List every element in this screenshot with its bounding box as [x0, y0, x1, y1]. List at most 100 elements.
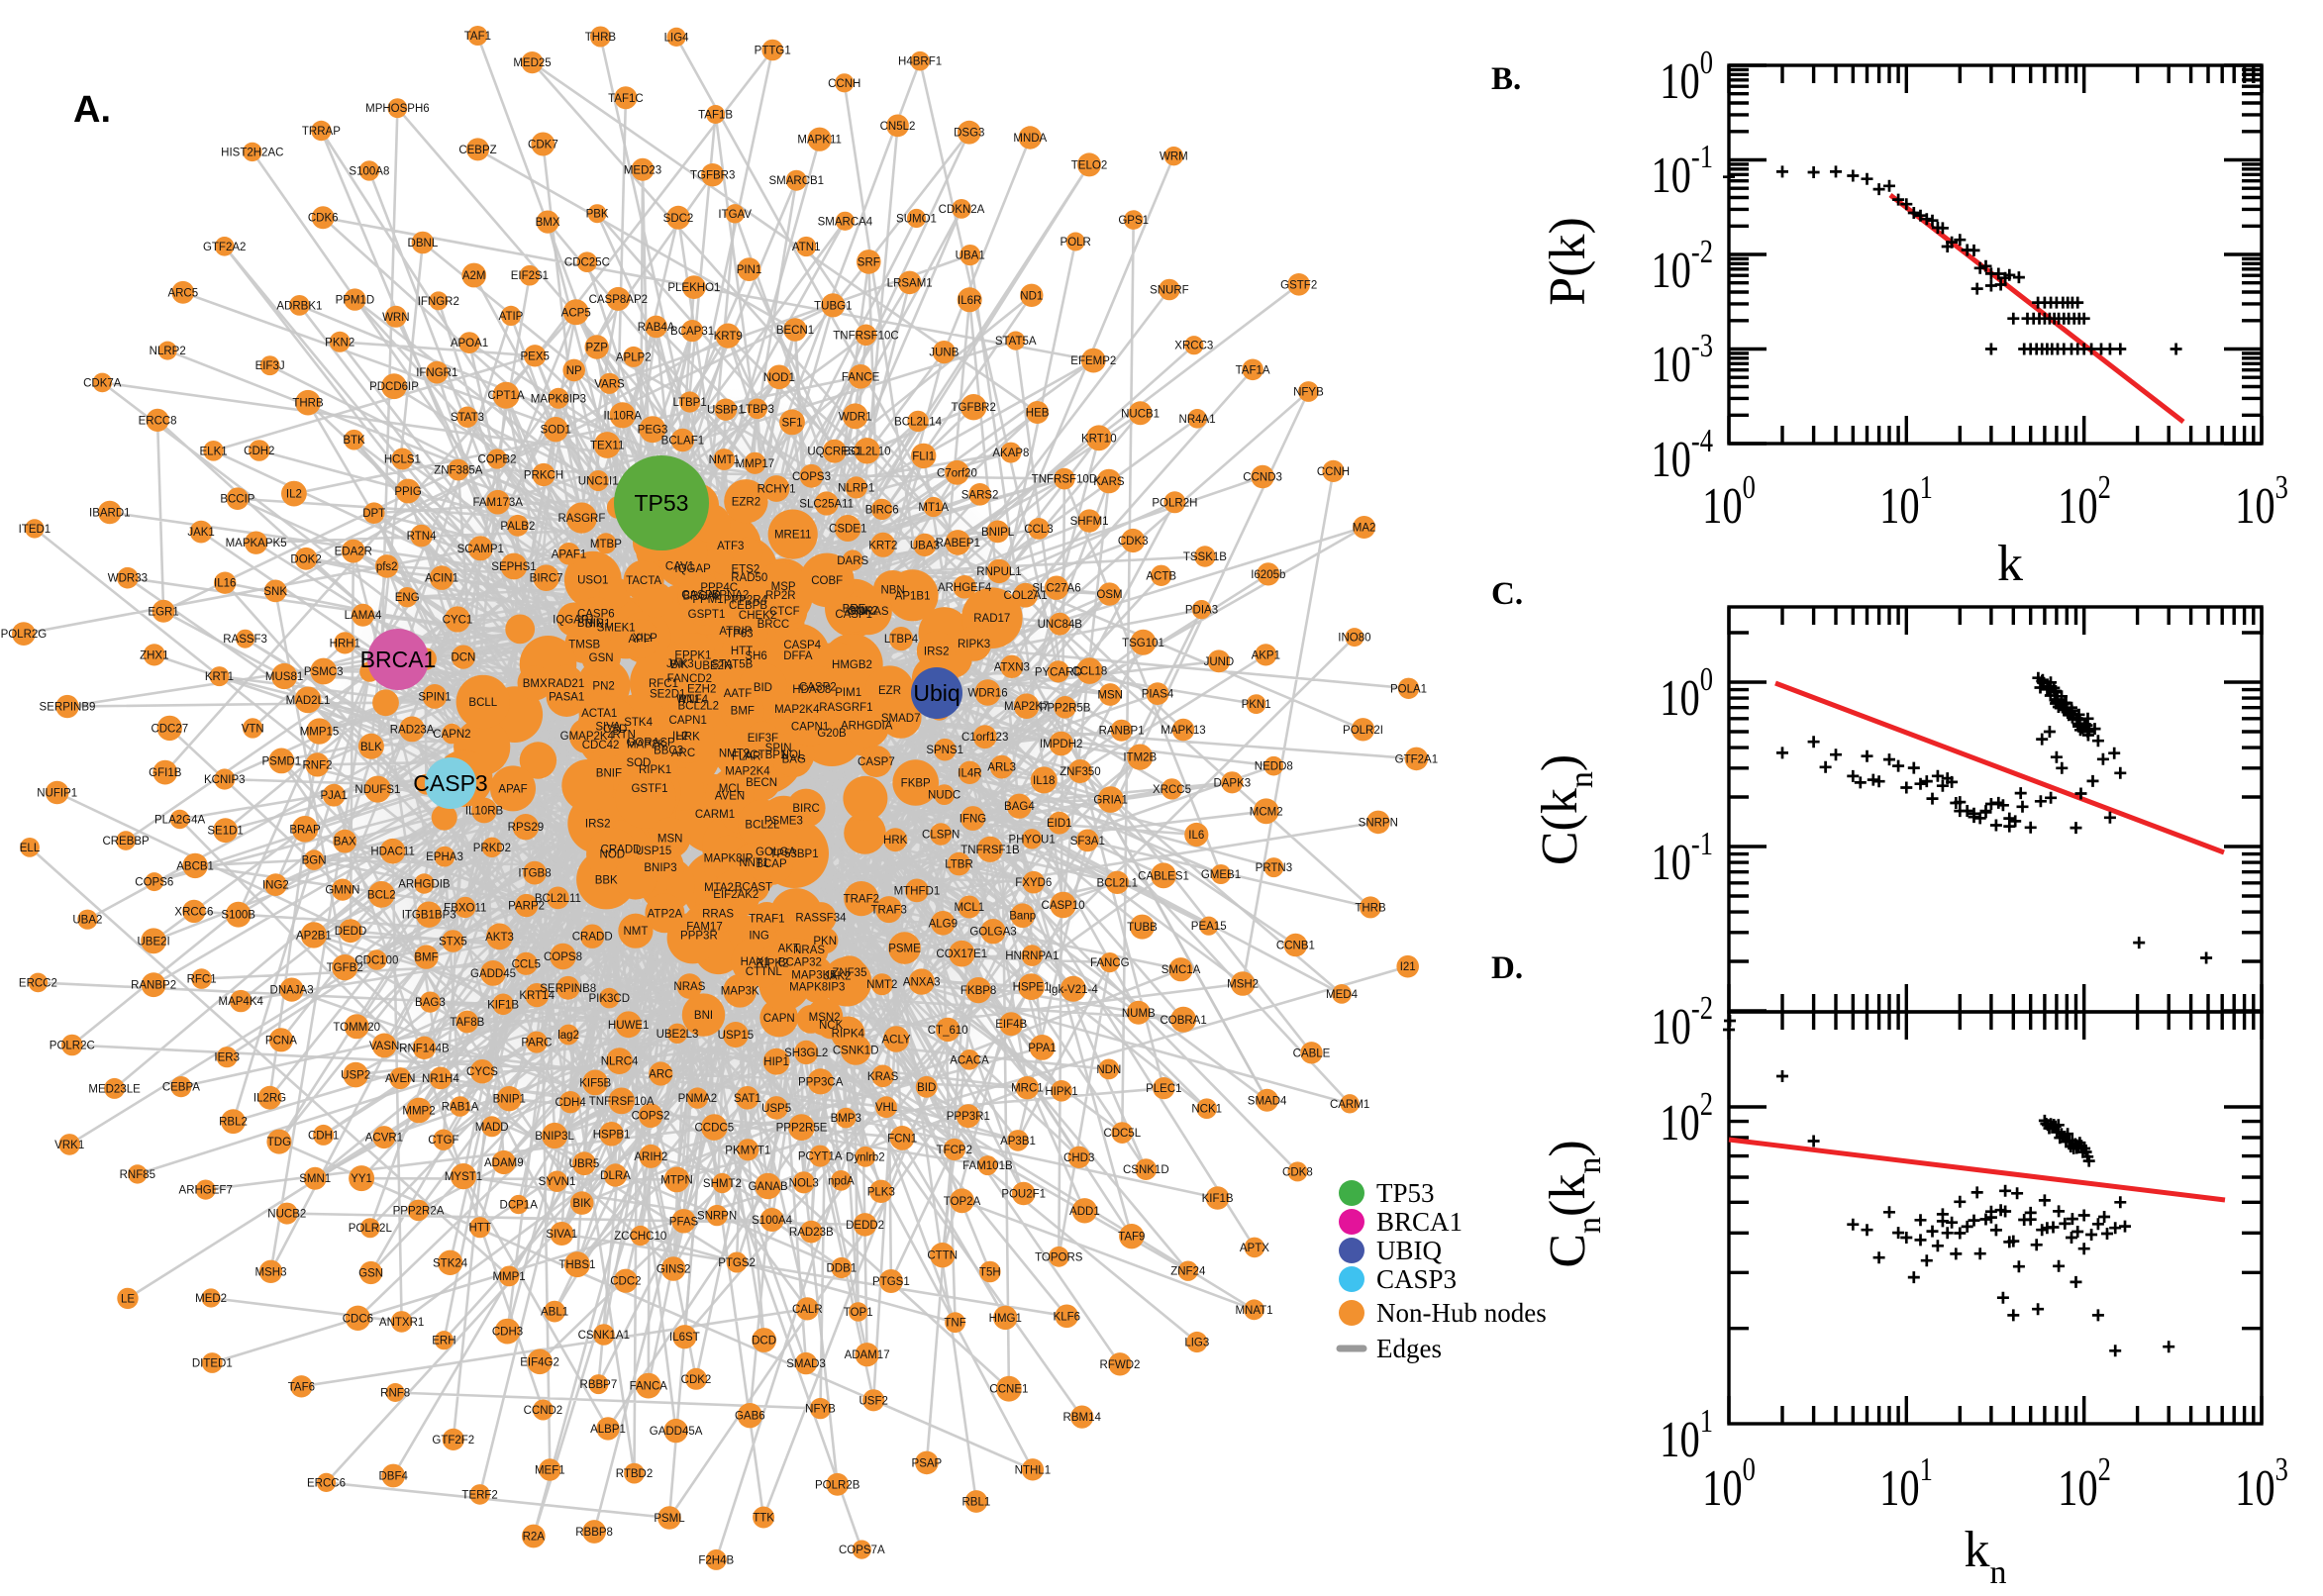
svg-text:S100A4: S100A4	[752, 1215, 793, 1227]
svg-text:TNF: TNF	[944, 1318, 965, 1330]
svg-text:RAD50: RAD50	[731, 572, 767, 584]
svg-text:FAM17: FAM17	[686, 921, 722, 933]
svg-text:BCAP32: BCAP32	[778, 957, 822, 969]
svg-text:MCL: MCL	[719, 783, 744, 795]
svg-text:TUBG1: TUBG1	[814, 300, 852, 312]
svg-text:NOD1: NOD1	[763, 372, 795, 384]
svg-text:LTBR: LTBR	[945, 859, 973, 871]
svg-text:PPP4C: PPP4C	[700, 582, 738, 594]
svg-text:ETS2: ETS2	[732, 563, 760, 575]
svg-text:EZR2: EZR2	[732, 496, 760, 508]
svg-text:MYST1: MYST1	[445, 1171, 482, 1183]
svg-text:RFWD2: RFWD2	[1100, 1359, 1141, 1371]
svg-text:POLR2G: POLR2G	[1, 629, 48, 641]
svg-text:ARIH2: ARIH2	[634, 1151, 667, 1163]
svg-text:BCL2L2: BCL2L2	[678, 700, 720, 712]
svg-text:MED23: MED23	[624, 164, 661, 176]
svg-text:CASP7: CASP7	[858, 756, 895, 768]
svg-text:GSN: GSN	[358, 1268, 383, 1280]
svg-text:ARHGEF7: ARHGEF7	[179, 1185, 233, 1197]
svg-text:Edges: Edges	[1376, 1334, 1442, 1363]
svg-text:CASP3: CASP3	[413, 770, 487, 796]
svg-text:MAPK8IP3: MAPK8IP3	[789, 982, 845, 994]
svg-text:PLEC1: PLEC1	[1146, 1083, 1181, 1095]
svg-text:IL6: IL6	[1188, 830, 1204, 842]
svg-text:R2A: R2A	[523, 1532, 546, 1544]
svg-text:MAD2L1: MAD2L1	[286, 695, 331, 707]
svg-text:PRTN3: PRTN3	[1256, 862, 1293, 874]
svg-text:IL6R: IL6R	[958, 295, 981, 307]
svg-text:HRK: HRK	[883, 835, 908, 847]
svg-text:TDG: TDG	[267, 1137, 291, 1148]
svg-text:FLAR: FLAR	[732, 751, 760, 763]
svg-text:MRE11: MRE11	[774, 530, 812, 542]
svg-text:NDN: NDN	[1096, 1064, 1121, 1076]
svg-text:HIPK1: HIPK1	[1045, 1086, 1077, 1098]
svg-text:XCTBP1: XCTBP1	[743, 749, 787, 761]
svg-text:RAD23A: RAD23A	[390, 724, 435, 736]
svg-text:RASGRF1: RASGRF1	[819, 702, 872, 714]
svg-text:ND1: ND1	[1020, 290, 1043, 302]
svg-text:SNURF: SNURF	[1150, 285, 1189, 297]
svg-text:DITED1: DITED1	[192, 1358, 233, 1370]
svg-text:CCND3: CCND3	[1243, 472, 1282, 484]
svg-text:BAG3: BAG3	[415, 997, 446, 1009]
svg-text:RNF2: RNF2	[302, 759, 332, 771]
svg-text:CCDC5: CCDC5	[694, 1123, 734, 1135]
svg-text:PDIA3: PDIA3	[1185, 605, 1218, 617]
svg-text:TACTA: TACTA	[626, 575, 661, 587]
svg-text:CCL18: CCL18	[1071, 666, 1107, 678]
svg-text:HSPB1: HSPB1	[593, 1129, 631, 1141]
svg-text:TNFRSF10A: TNFRSF10A	[589, 1096, 655, 1108]
svg-text:ATRIP: ATRIP	[719, 626, 752, 638]
svg-text:IL2: IL2	[286, 489, 302, 501]
svg-text:RTN: RTN	[612, 730, 635, 742]
svg-text:POLR2B: POLR2B	[815, 1479, 860, 1491]
svg-text:BLK: BLK	[360, 742, 382, 753]
svg-text:BIRC6: BIRC6	[865, 504, 899, 516]
svg-text:BCL2: BCL2	[367, 889, 396, 901]
svg-text:XRCC3: XRCC3	[1174, 341, 1213, 352]
svg-text:SE1D1: SE1D1	[207, 826, 243, 838]
svg-text:TRAF2: TRAF2	[844, 894, 879, 906]
svg-text:HNRNPA1: HNRNPA1	[1005, 950, 1059, 962]
svg-text:ING: ING	[749, 931, 769, 943]
svg-text:PSAP: PSAP	[912, 1457, 943, 1469]
svg-text:MNAT1: MNAT1	[1235, 1305, 1272, 1317]
svg-text:ZNF385A: ZNF385A	[434, 465, 483, 477]
svg-text:PKN1: PKN1	[1242, 699, 1271, 711]
svg-text:BAX: BAX	[334, 837, 356, 848]
svg-text:MMP17: MMP17	[736, 458, 775, 470]
svg-text:RTBD2: RTBD2	[616, 1468, 654, 1480]
svg-text:PIK3CD: PIK3CD	[589, 993, 631, 1005]
svg-text:EIF4B: EIF4B	[995, 1019, 1027, 1031]
svg-text:NOD: NOD	[600, 849, 626, 861]
svg-text:CAPN1: CAPN1	[791, 722, 829, 734]
svg-text:FXYD6: FXYD6	[1015, 877, 1052, 889]
svg-text:TFCP2: TFCP2	[937, 1145, 972, 1156]
svg-text:FANCA: FANCA	[630, 1381, 668, 1393]
svg-text:IQGAP: IQGAP	[674, 563, 711, 575]
svg-text:CDK6: CDK6	[308, 213, 339, 225]
svg-text:PPM1D: PPM1D	[336, 295, 375, 307]
svg-text:RASSF3: RASSF3	[223, 634, 267, 646]
svg-text:C.: C.	[1491, 576, 1523, 612]
svg-text:CPT1A: CPT1A	[488, 390, 525, 402]
svg-text:EFEMP2: EFEMP2	[1070, 355, 1116, 367]
svg-text:GOLGA: GOLGA	[756, 847, 796, 858]
svg-text:BECN: BECN	[746, 777, 777, 789]
svg-text:BBK: BBK	[595, 874, 618, 886]
svg-text:PPP2R5E: PPP2R5E	[776, 1123, 828, 1135]
svg-text:USP5: USP5	[761, 1103, 791, 1115]
svg-text:ATF3: ATF3	[717, 541, 744, 552]
svg-text:USBP1: USBP1	[707, 405, 745, 417]
svg-text:WDR16: WDR16	[967, 688, 1007, 700]
svg-text:NUDC: NUDC	[928, 790, 960, 802]
svg-text:UBIQ: UBIQ	[1376, 1236, 1442, 1265]
svg-text:IFNGR1: IFNGR1	[416, 367, 457, 379]
svg-text:npdA: npdA	[828, 1175, 855, 1187]
svg-text:PPIG: PPIG	[394, 486, 422, 498]
svg-text:PEG3: PEG3	[638, 425, 668, 437]
svg-text:GFI1B: GFI1B	[149, 767, 182, 779]
svg-text:CASP8AP2: CASP8AP2	[589, 294, 648, 306]
